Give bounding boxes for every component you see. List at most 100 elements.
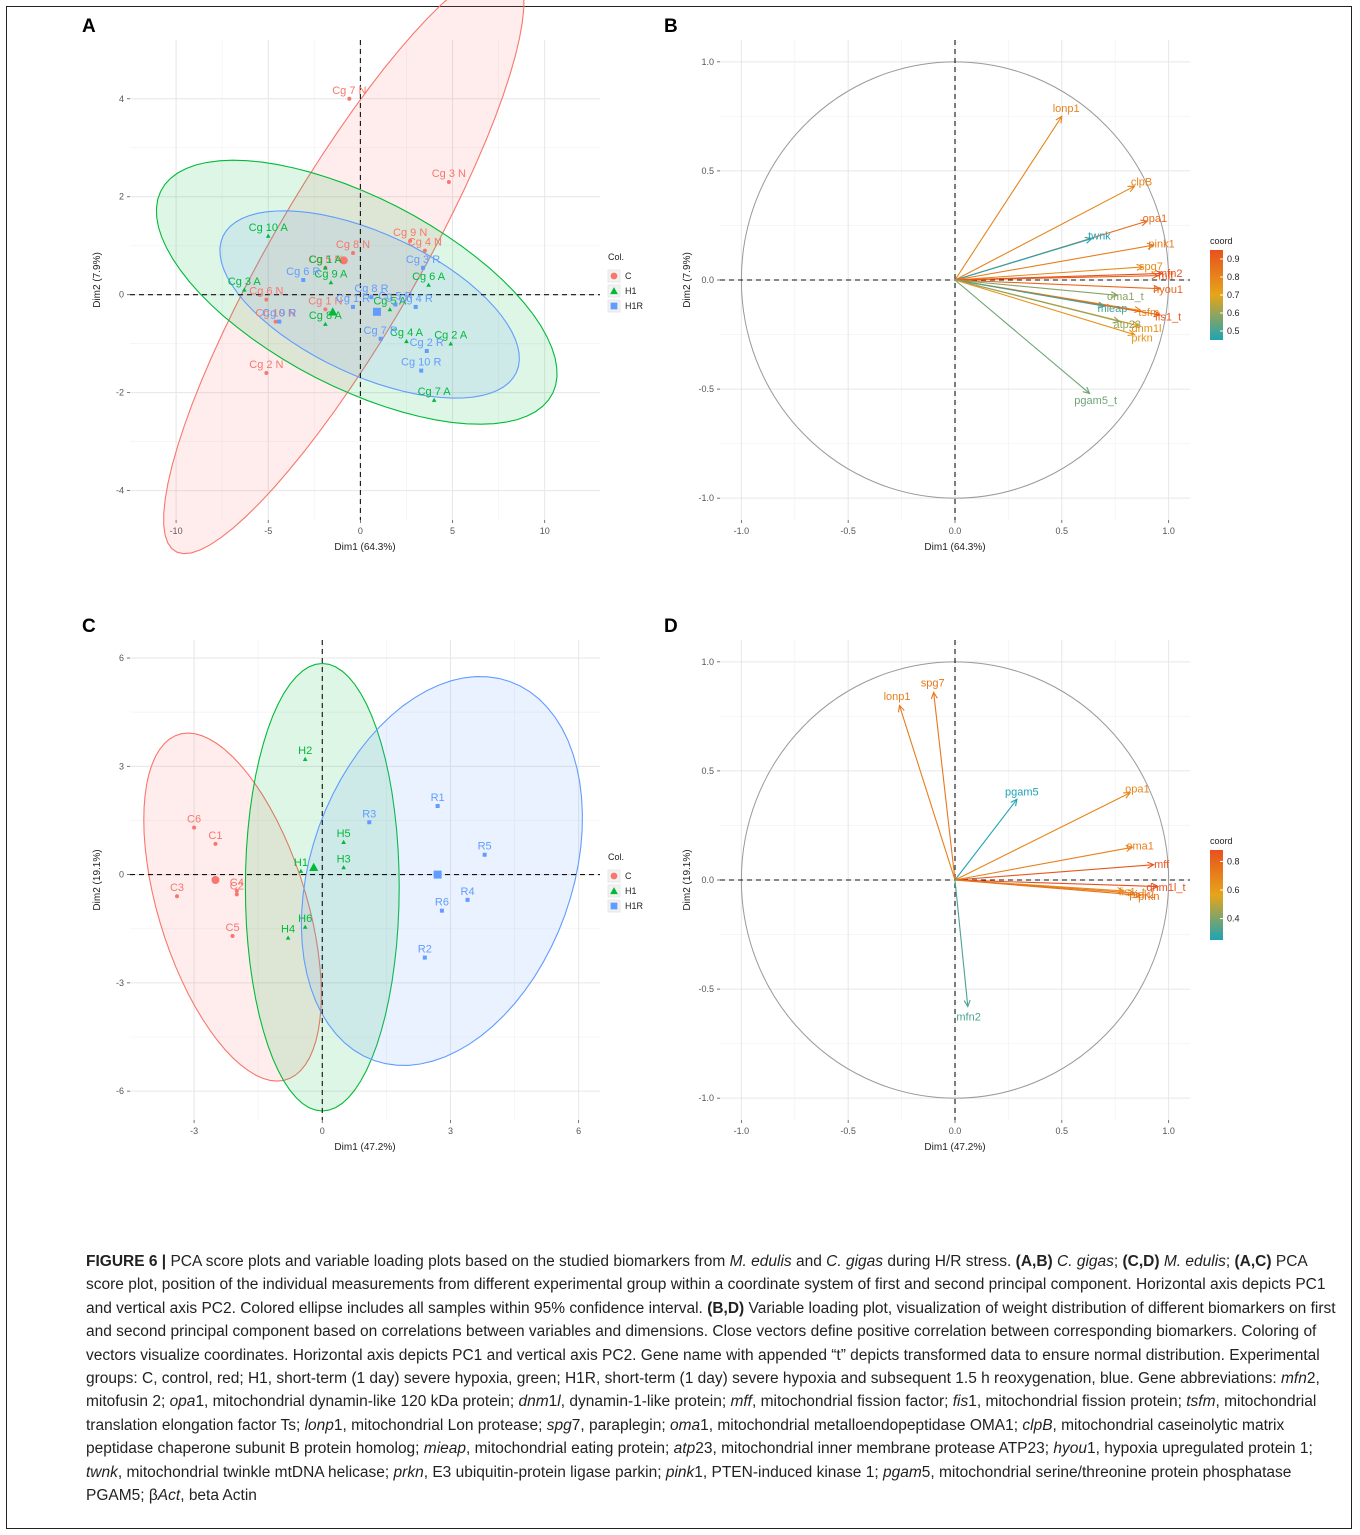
data-point <box>422 248 427 253</box>
data-point <box>341 865 346 870</box>
point-label: Cg 6 A <box>412 271 446 283</box>
caption-italic-run: lonp <box>304 1416 334 1434</box>
x-axis-title: Dim1 (47.2%) <box>924 1142 985 1153</box>
data-point <box>413 304 418 309</box>
vector-label: fis1_t <box>1155 312 1181 324</box>
data-point <box>482 852 487 857</box>
vector-label: dnm1l <box>1132 323 1162 335</box>
series-h1r: Cg 6 RCg 8 RCg 3 RCg 9 RCg 1 R Cg 5 RCg 4… <box>262 254 444 373</box>
caption-italic-run: C. gigas <box>1057 1253 1114 1270</box>
loading-vector-pink1: pink1 <box>954 238 1175 281</box>
legend-tick-label: 0.6 <box>1227 308 1240 318</box>
point-label: Cg 2 R <box>410 337 444 349</box>
loading-vector-oma1-t: oma1_t <box>954 279 1144 303</box>
vector-label: mff <box>1154 859 1170 871</box>
vector-label: spg7 <box>1139 261 1163 273</box>
loading-vector-hyou1: hyou1 <box>954 279 1183 296</box>
caption-text-run: 1, mitochondrial metalloendopeptidase OM… <box>700 1416 1023 1434</box>
point-label: Cg 8 R <box>354 283 388 295</box>
legend: Col.C H1 H1R <box>607 252 644 313</box>
point-label: Cg 10 A <box>249 222 289 234</box>
caption-bold-run: (C,D) <box>1122 1253 1160 1270</box>
legend-title: Col. <box>608 252 624 262</box>
data-point <box>422 955 427 960</box>
data-point <box>264 371 269 376</box>
caption-text-run: , beta Actin <box>180 1487 257 1505</box>
data-point <box>424 349 429 354</box>
vector-arrowhead <box>1125 844 1134 852</box>
data-point <box>234 888 239 893</box>
caption-text-run: 1, PTEN-induced kinase 1; <box>694 1463 883 1481</box>
loading-vector-twnk: twnk <box>954 231 1111 281</box>
y-tick-label: -2 <box>116 388 124 398</box>
vector-label: twnk <box>1088 231 1111 243</box>
caption-text-run: , E3 ubiquitin-protein ligase parkin; <box>423 1463 666 1481</box>
vector-line <box>954 879 1158 888</box>
point-label: R2 <box>418 944 432 956</box>
vector-label: pgam5_t <box>1074 395 1117 407</box>
vector-label: prkn <box>1131 332 1152 344</box>
legend-tick-label: 0.8 <box>1227 856 1240 866</box>
x-tick-label: 0.5 <box>1056 526 1069 536</box>
y-tick-label: 0.5 <box>701 166 714 176</box>
vector-arrowhead <box>1082 386 1091 395</box>
caption-text-run: 1, mitochondrial Lon protease; <box>333 1416 547 1434</box>
caption-text-run: ; <box>1225 1253 1235 1270</box>
x-tick-label: -1.0 <box>734 1126 750 1136</box>
point-label: H3 <box>337 853 351 865</box>
group-centroid <box>328 307 338 316</box>
point-label: Cg 5 R <box>378 290 412 302</box>
vector-arrowhead <box>897 704 905 713</box>
series-h1: Cg 10 ACg 1 ACg 3 ACg 9 ACg 8 ACg 5 ACg … <box>228 222 468 402</box>
x-tick-label: 0.5 <box>1056 1126 1069 1136</box>
x-tick-label: 10 <box>540 526 550 536</box>
loading-vector-spg7: spg7 <box>921 677 956 881</box>
loading-vector-prkn: prkn <box>954 279 1153 344</box>
data-point <box>446 180 451 185</box>
legend-key-symbol <box>610 902 618 910</box>
data-point <box>323 265 328 270</box>
x-tick-label: 0.0 <box>949 526 962 536</box>
point-label: C4 <box>230 877 244 889</box>
point-label: Cg 8 A <box>309 310 343 322</box>
caption-text-run: , mitochondrial caseinolytic matrix pept… <box>86 1416 1285 1458</box>
data-point <box>426 282 431 287</box>
data-point <box>404 338 409 344</box>
caption-italic-run: prkn <box>393 1463 424 1481</box>
vector-arrowhead <box>1153 284 1162 293</box>
panel-letter: D <box>664 616 678 637</box>
point-label: R5 <box>478 841 492 853</box>
point-label: C5 <box>226 922 240 934</box>
data-point <box>351 304 356 309</box>
vector-arrowhead <box>1155 270 1164 278</box>
caption-italic-run: Act <box>157 1487 181 1505</box>
y-axis-title: Dim2 (19.1%) <box>92 849 103 910</box>
point-label: R4 <box>461 886 475 898</box>
data-point <box>175 894 179 899</box>
grid-lines <box>130 640 600 1120</box>
data-point <box>230 933 235 938</box>
vector-line <box>954 879 1141 896</box>
x-tick-label: 0 <box>320 1126 325 1136</box>
legend-colorbar <box>1210 850 1223 940</box>
vector-line <box>954 279 1161 290</box>
loading-vector-prkn: prkn <box>954 879 1160 903</box>
caption-text-run: , mitochondrial eating protein; <box>466 1440 674 1458</box>
loading-vector-pgam5-t: pgam5_t <box>954 279 1117 407</box>
loading-vector-spg7: spg7 <box>954 261 1163 281</box>
vector-label: atp23 <box>1113 319 1141 331</box>
loading-vector-mff: mff <box>954 859 1170 881</box>
legend-key-symbol <box>610 872 618 880</box>
data-point <box>285 935 291 940</box>
vector-arrowhead <box>1010 798 1018 807</box>
vector-line <box>954 238 1092 281</box>
vector-label: hyou1 <box>1153 284 1183 296</box>
vector-label: oma1 <box>1126 840 1154 852</box>
caption-italic-run: l <box>557 1393 561 1411</box>
x-tick-label: -0.5 <box>840 1126 856 1136</box>
caption-text-run: 7, paraplegin; <box>571 1416 670 1434</box>
group-centroid <box>309 862 319 872</box>
vector-arrowhead <box>1127 185 1136 193</box>
point-label: H2 <box>298 745 312 757</box>
